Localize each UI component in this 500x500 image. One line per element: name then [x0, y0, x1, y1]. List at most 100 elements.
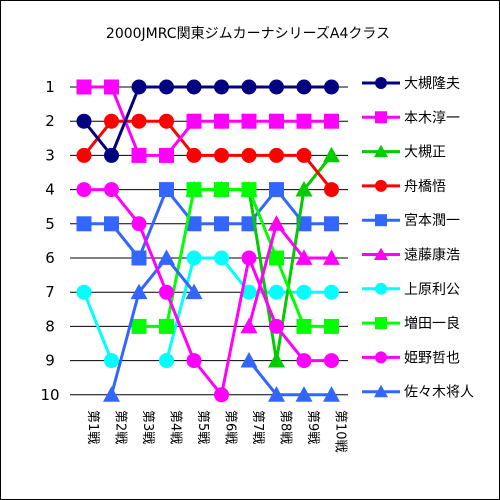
series-10 — [103, 249, 340, 402]
legend-marker — [375, 214, 387, 227]
data-point — [269, 182, 284, 198]
legend-label: 佐々木将人 — [404, 385, 474, 401]
data-point — [76, 284, 92, 300]
data-point — [186, 147, 202, 163]
legend-label: 遠藤康浩 — [404, 247, 460, 264]
data-point — [324, 182, 339, 198]
y-axis-tick-labels: 1 2 3 4 5 6 7 8 9 10 — [40, 78, 59, 404]
data-point — [241, 284, 257, 300]
data-point — [268, 215, 285, 231]
data-point — [269, 318, 284, 334]
series-9 — [76, 182, 339, 403]
series-1 — [76, 79, 339, 163]
data-point — [296, 284, 312, 300]
data-point — [241, 113, 257, 129]
data-point — [76, 79, 92, 95]
data-point — [76, 113, 92, 129]
series-7 — [76, 250, 339, 369]
legend-label: 舟橋悟 — [404, 179, 446, 195]
data-point — [131, 113, 147, 129]
series-line — [84, 188, 332, 260]
data-point — [131, 147, 147, 163]
legend-label: 上原利公 — [404, 282, 460, 298]
data-point — [159, 353, 174, 369]
y-tick-label: 8 — [45, 317, 55, 335]
data-point — [214, 113, 229, 129]
data-point — [186, 216, 202, 232]
data-point — [186, 113, 202, 129]
data-point — [104, 79, 119, 95]
data-point — [296, 318, 312, 334]
data-point — [269, 79, 284, 95]
data-point — [295, 386, 313, 402]
x-tick-label: 第5戦 — [195, 410, 210, 444]
data-point — [159, 318, 174, 334]
data-point — [104, 113, 119, 129]
data-point — [159, 79, 174, 95]
series-6 — [240, 215, 340, 334]
data-point — [323, 386, 340, 402]
legend-label: 本木淳一 — [404, 109, 460, 126]
series-line — [84, 188, 332, 397]
legend-marker — [374, 384, 388, 398]
data-point — [131, 79, 147, 95]
data-point — [186, 353, 202, 369]
data-point — [241, 250, 257, 266]
data-point — [214, 387, 229, 403]
data-point — [159, 147, 174, 163]
data-point — [324, 318, 339, 334]
legend-entry: 遠藤康浩 — [362, 247, 460, 264]
data-point — [324, 113, 339, 129]
legend-label: 姫野哲也 — [404, 350, 460, 366]
legend-entry: 佐々木将人 — [362, 385, 474, 401]
data-point — [159, 113, 174, 129]
data-point — [295, 249, 313, 265]
data-point — [131, 216, 147, 232]
y-tick-label: 3 — [45, 146, 55, 164]
legend-marker — [375, 77, 387, 89]
legend-entry: 上原利公 — [362, 282, 460, 298]
data-point — [103, 386, 120, 402]
data-point — [186, 182, 202, 198]
x-tick-label: 第8戦 — [278, 410, 293, 444]
x-tick-label: 第4戦 — [168, 410, 183, 444]
x-tick-label: 第9戦 — [305, 410, 320, 444]
data-point — [295, 180, 313, 197]
series-line — [247, 222, 332, 327]
y-tick-label: 10 — [40, 386, 59, 404]
data-point — [131, 318, 147, 334]
data-point — [269, 113, 284, 129]
data-point — [131, 250, 147, 266]
y-tick-label: 9 — [45, 352, 55, 370]
data-point — [268, 386, 285, 402]
data-point — [240, 317, 258, 334]
data-point — [214, 250, 229, 266]
legend-marker — [375, 351, 387, 364]
legend-marker — [374, 247, 388, 261]
data-point — [159, 182, 174, 198]
chart-title: 2000JMRC関東ジムカーナシリーズA4クラス — [106, 26, 390, 42]
data-point — [296, 147, 312, 163]
data-point — [186, 79, 202, 95]
data-point — [324, 79, 339, 95]
data-point — [186, 250, 202, 266]
data-point — [214, 182, 229, 198]
legend-marker — [374, 144, 388, 158]
data-point — [324, 216, 339, 232]
data-point — [159, 284, 174, 300]
x-tick-label: 第6戦 — [223, 410, 238, 444]
y-tick-label: 1 — [45, 78, 55, 96]
data-point — [214, 147, 229, 163]
data-point — [76, 216, 92, 232]
legend-entry: 増田一良 — [362, 316, 460, 332]
legend-entry: 本木淳一 — [362, 109, 460, 126]
legend-entry: 姫野哲也 — [362, 350, 460, 366]
y-tick-label: 7 — [45, 283, 55, 301]
data-point — [104, 216, 119, 232]
series-line — [82, 85, 332, 157]
data-point — [104, 182, 119, 198]
data-point — [240, 351, 258, 368]
legend-label: 大槻隆夫 — [404, 75, 460, 92]
